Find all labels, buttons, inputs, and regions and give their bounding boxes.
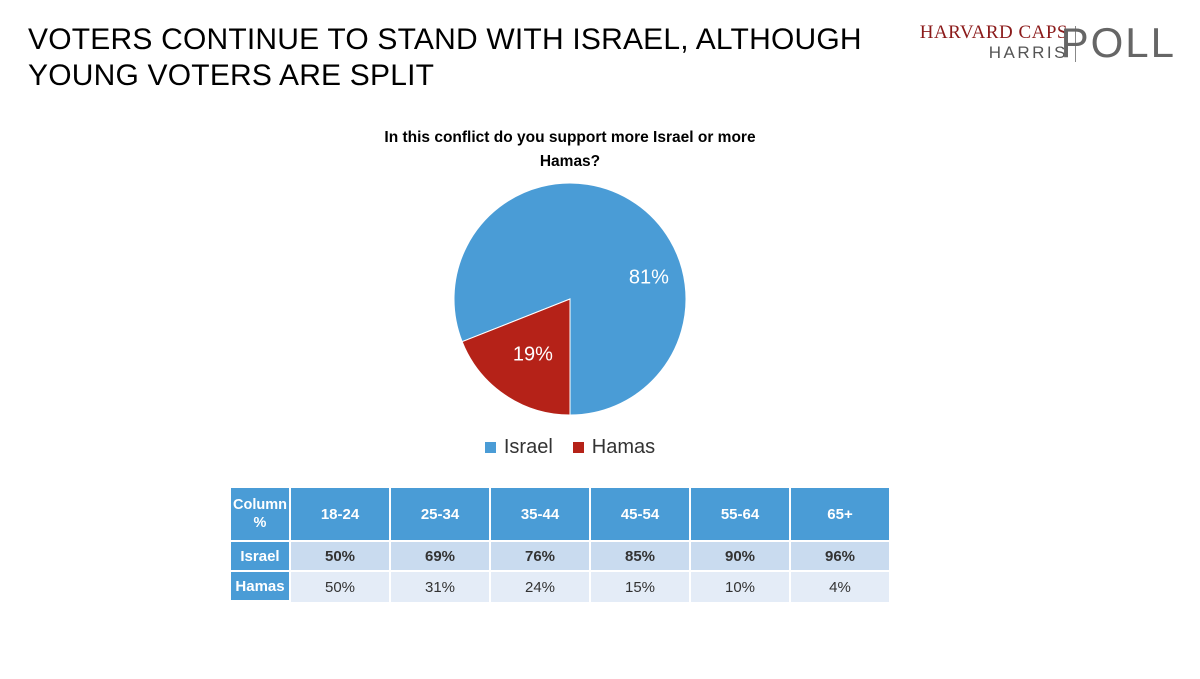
- slide-title: VOTERS CONTINUE TO STAND WITH ISRAEL, AL…: [28, 23, 862, 92]
- table-cell: 50%: [291, 572, 389, 602]
- pie-slice-israel: [453, 182, 687, 416]
- legend-label-hamas: Hamas: [591, 436, 656, 458]
- legend-swatch-israel: [484, 442, 496, 453]
- table-column-header: 45-54: [591, 488, 689, 542]
- table-column-header: 35-44: [491, 488, 589, 542]
- table-row-header: Hamas: [231, 572, 289, 602]
- table-row: Israel 50% 69% 76% 85% 90% 96%: [231, 542, 889, 572]
- table-cell: 96%: [791, 542, 889, 572]
- table-cell: 50%: [291, 542, 389, 572]
- table-cell: 15%: [591, 572, 689, 602]
- table-cell: 24%: [491, 572, 589, 602]
- pie-label-israel: 81%: [629, 267, 669, 289]
- legend-swatch-hamas: [572, 442, 584, 453]
- table-column-header: 25-34: [391, 488, 489, 542]
- chart-legend: Israel Hamas: [0, 436, 1140, 459]
- table-cell: 85%: [591, 542, 689, 572]
- table-cell: 31%: [391, 572, 489, 602]
- table-cell: 10%: [691, 572, 789, 602]
- logo-line-1: HARVARD CAPS: [919, 22, 1068, 43]
- table-cell: 76%: [491, 542, 589, 572]
- legend-label-israel: Israel: [503, 436, 553, 458]
- table-column-header: 18-24: [291, 488, 389, 542]
- table-cell: 90%: [691, 542, 789, 572]
- table-column-header: 65+: [791, 488, 889, 542]
- chart-title: In this conflict do you support more Isr…: [384, 129, 756, 170]
- pie-slice-hamas: [461, 298, 571, 416]
- table-cell: 69%: [391, 542, 489, 572]
- pie-label-hamas: 19%: [513, 344, 553, 366]
- logo-divider: [1075, 26, 1076, 62]
- logo-line-2: HARRIS: [988, 43, 1068, 62]
- harvard-caps-harris-poll-logo: HARVARD CAPS HARRIS POLL: [920, 19, 1176, 66]
- legend-entry-hamas: Hamas: [572, 436, 656, 459]
- table-column-header: 55-64: [691, 488, 789, 542]
- table-row: Hamas 50% 31% 24% 15% 10% 4%: [231, 572, 889, 602]
- table-cell: 4%: [791, 572, 889, 602]
- table-corner-header: Column %: [231, 488, 289, 542]
- age-crosstab-table: Column % 18-24 25-34 35-44 45-54 55-64 65+ Isr…: [229, 488, 891, 602]
- table-row-header: Israel: [231, 542, 289, 572]
- legend-entry-israel: Israel: [484, 436, 553, 459]
- logo-line-3: POLL: [1060, 19, 1176, 66]
